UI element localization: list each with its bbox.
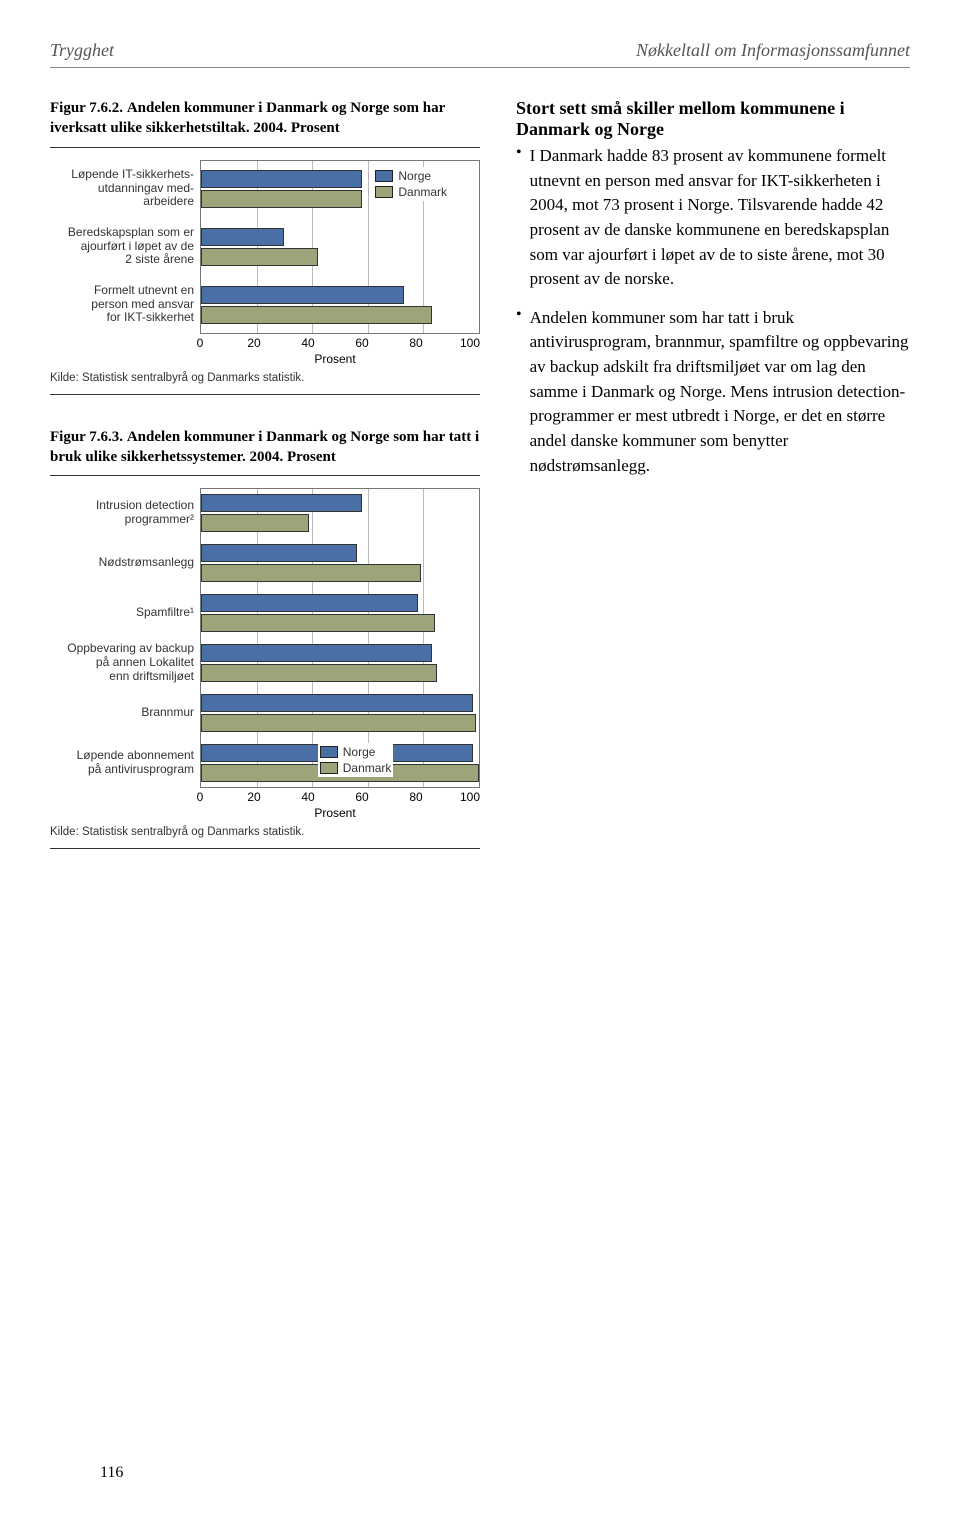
x-tick: 80 bbox=[409, 336, 422, 350]
x-tick: 0 bbox=[197, 336, 204, 350]
legend-label: Danmark bbox=[343, 761, 392, 775]
chart-2: Intrusion detectionprogrammer²Nødstrømsa… bbox=[50, 488, 480, 820]
bar-group bbox=[201, 689, 479, 739]
bar-danmark bbox=[201, 514, 309, 532]
bar-group bbox=[201, 639, 479, 689]
paragraph-2: Andelen kommuner som har tatt i bruk ant… bbox=[530, 306, 910, 478]
figure-2: Intrusion detectionprogrammer²Nødstrømsa… bbox=[50, 475, 480, 849]
figure-1-title: Figur 7.6.2. Andelen kommuner i Danmark … bbox=[50, 98, 480, 139]
legend-swatch bbox=[375, 186, 393, 198]
legend-item: Norge bbox=[375, 169, 447, 183]
category-label: Nødstrømsanlegg bbox=[50, 538, 194, 588]
bar-group bbox=[201, 489, 479, 539]
section-heading: Stort sett små skiller mellom kommunene … bbox=[516, 98, 910, 140]
bar-norge bbox=[201, 544, 357, 562]
legend: Norge Danmark bbox=[318, 743, 394, 777]
bar-norge bbox=[201, 644, 432, 662]
bar-norge bbox=[201, 170, 362, 188]
legend-item: Danmark bbox=[320, 761, 392, 775]
category-label: Beredskapsplan som erajourført i løpet a… bbox=[50, 218, 194, 276]
x-tick: 60 bbox=[355, 790, 368, 804]
legend-swatch bbox=[320, 746, 338, 758]
bar-danmark bbox=[201, 248, 318, 266]
x-axis-label: Prosent bbox=[200, 806, 470, 820]
header-rule bbox=[50, 67, 910, 68]
legend-label: Danmark bbox=[398, 185, 447, 199]
bar-group bbox=[201, 277, 479, 335]
bar-danmark bbox=[201, 306, 432, 324]
bar-danmark bbox=[201, 664, 437, 682]
page-number: 116 bbox=[100, 1464, 123, 1482]
figure-2-source: Kilde: Statistisk sentralbyrå og Danmark… bbox=[50, 826, 480, 838]
bar-group bbox=[201, 219, 479, 277]
bar-danmark bbox=[201, 614, 435, 632]
legend-label: Norge bbox=[398, 169, 431, 183]
category-label: Løpende abonnementpå antivirusprogram bbox=[50, 738, 194, 788]
bullet-icon: • bbox=[516, 144, 522, 306]
bar-norge bbox=[201, 494, 362, 512]
category-label: Løpende IT-sikkerhets-utdanningav med-ar… bbox=[50, 160, 194, 218]
legend-swatch bbox=[320, 762, 338, 774]
figure-1-number: Figur 7.6.2. bbox=[50, 100, 123, 116]
category-label: Intrusion detectionprogrammer² bbox=[50, 488, 194, 538]
category-label: Formelt utnevnt enperson med ansvarfor I… bbox=[50, 276, 194, 334]
legend-swatch bbox=[375, 170, 393, 182]
paragraph-1: I Danmark hadde 83 prosent av kommunene … bbox=[530, 144, 910, 292]
bar-group bbox=[201, 589, 479, 639]
x-tick: 20 bbox=[247, 336, 260, 350]
bar-norge bbox=[201, 228, 284, 246]
x-tick: 40 bbox=[301, 790, 314, 804]
bar-danmark bbox=[201, 714, 476, 732]
figure-1: Løpende IT-sikkerhets-utdanningav med-ar… bbox=[50, 147, 480, 395]
header-left: Trygghet bbox=[50, 40, 114, 61]
x-axis: 020406080100 bbox=[200, 790, 470, 806]
bar-norge bbox=[201, 594, 418, 612]
figure-2-number: Figur 7.6.3. bbox=[50, 429, 123, 445]
page-header: Trygghet Nøkkeltall om Informasjonssamfu… bbox=[50, 40, 910, 61]
x-axis: 020406080100 bbox=[200, 336, 470, 352]
legend: Norge Danmark bbox=[373, 167, 449, 201]
figure-2-title: Figur 7.6.3. Andelen kommuner i Danmark … bbox=[50, 427, 480, 468]
x-tick: 60 bbox=[355, 336, 368, 350]
x-tick: 0 bbox=[197, 790, 204, 804]
figure-1-source: Kilde: Statistisk sentralbyrå og Danmark… bbox=[50, 372, 480, 384]
bar-norge bbox=[201, 286, 404, 304]
bar-danmark bbox=[201, 190, 362, 208]
bar-danmark bbox=[201, 564, 421, 582]
legend-item: Norge bbox=[320, 745, 392, 759]
body-text: Stort sett små skiller mellom kommunene … bbox=[516, 98, 910, 849]
x-tick: 20 bbox=[247, 790, 260, 804]
plot-area: Norge Danmark bbox=[200, 488, 480, 788]
category-label: Spamfiltre¹ bbox=[50, 588, 194, 638]
x-tick: 100 bbox=[460, 790, 480, 804]
x-tick: 40 bbox=[301, 336, 314, 350]
bullet-icon: • bbox=[516, 306, 522, 492]
x-tick: 80 bbox=[409, 790, 422, 804]
category-label: Oppbevaring av backuppå annen Lokalitete… bbox=[50, 638, 194, 688]
chart-1: Løpende IT-sikkerhets-utdanningav med-ar… bbox=[50, 160, 480, 366]
legend-label: Norge bbox=[343, 745, 376, 759]
x-axis-label: Prosent bbox=[200, 352, 470, 366]
plot-area: Norge Danmark bbox=[200, 160, 480, 334]
header-right: Nøkkeltall om Informasjonssamfunnet bbox=[636, 40, 910, 61]
legend-item: Danmark bbox=[375, 185, 447, 199]
bar-group bbox=[201, 539, 479, 589]
category-label: Brannmur bbox=[50, 688, 194, 738]
bar-norge bbox=[201, 694, 473, 712]
x-tick: 100 bbox=[460, 336, 480, 350]
